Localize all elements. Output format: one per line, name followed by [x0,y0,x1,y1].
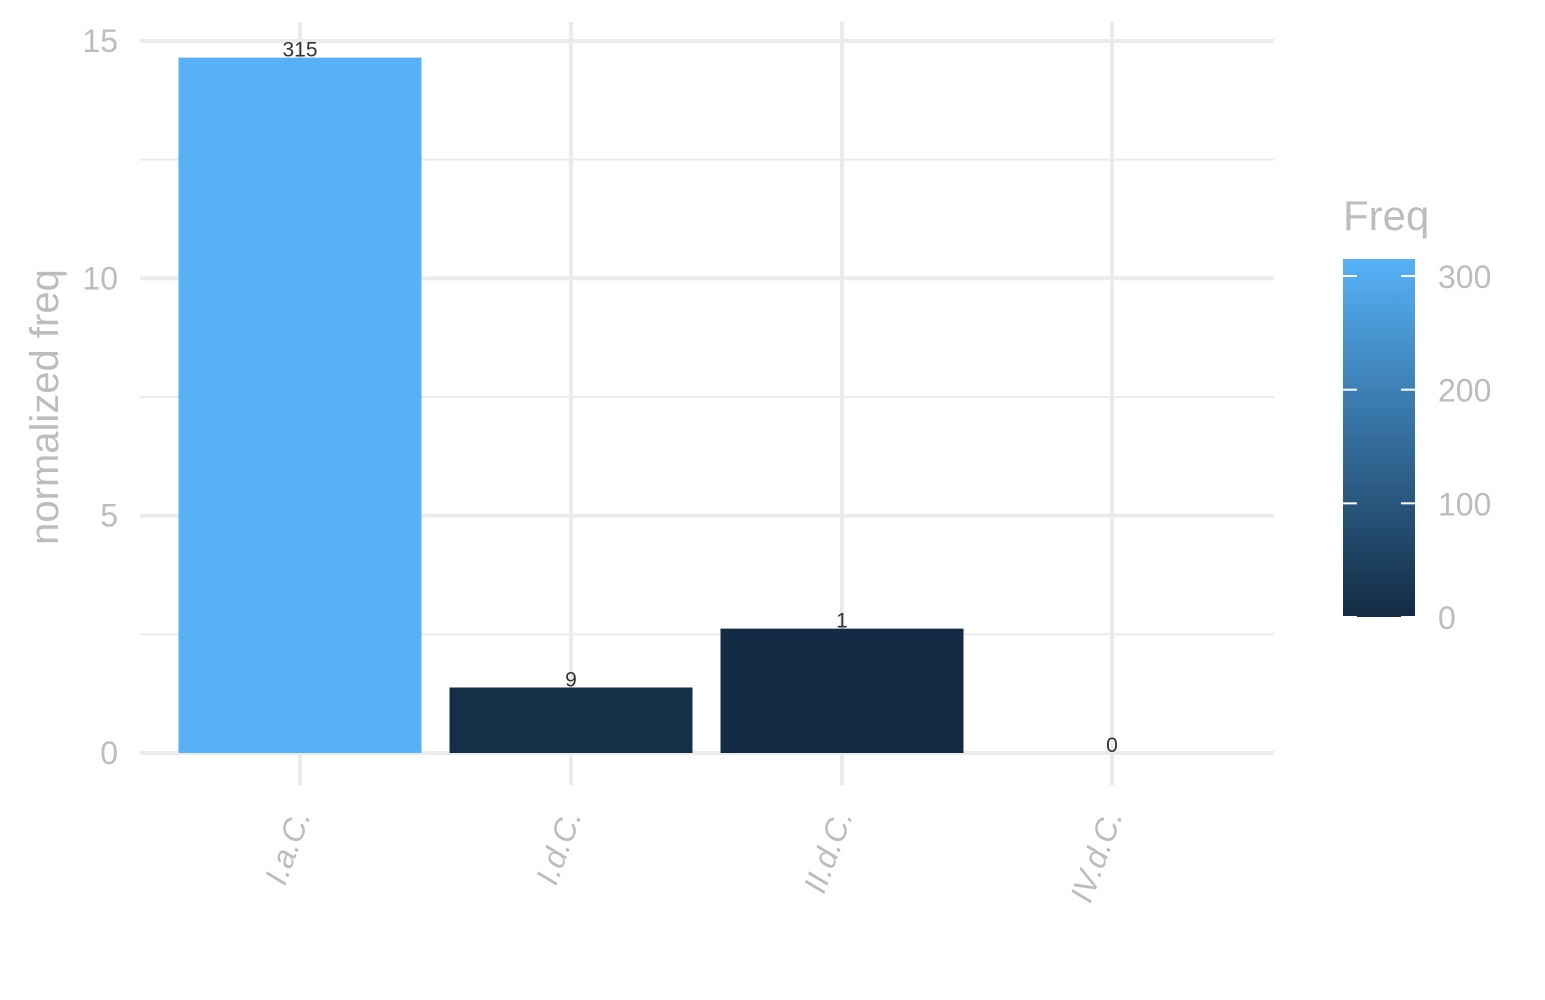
data-label: 1 [836,610,848,633]
x-tick-label: I.a.C. [258,805,318,889]
legend-tick-label: 200 [1438,373,1491,409]
y-axis-title: normalized freq [23,269,67,545]
legend-tick-label: 0 [1438,600,1456,636]
bar [720,628,964,753]
data-label: 9 [565,668,577,691]
x-tick-label: I.d.C. [529,805,589,889]
bars [178,57,964,753]
y-tick-label: 15 [82,23,118,59]
x-tick-label: II.d.C. [797,805,860,898]
legend: Freq 0 100 200 300 [1343,192,1491,636]
data-labels: 315 9 1 0 [282,39,1117,757]
x-tick-label: IV.d.C. [1063,805,1129,907]
y-tick-label: 0 [100,735,118,771]
data-label: 0 [1106,734,1118,757]
legend-tick-label: 300 [1438,259,1491,295]
data-label: 315 [282,39,317,62]
legend-tick-label: 100 [1438,486,1491,522]
y-tick-label: 5 [100,498,118,534]
x-axis: I.a.C. I.d.C. II.d.C. IV.d.C. [258,805,1130,907]
legend-ticks: 0 100 200 300 [1343,259,1491,636]
bar [449,687,693,753]
legend-colorbar [1343,259,1415,617]
legend-title: Freq [1343,192,1429,239]
y-axis: 0 5 10 15 [82,23,118,771]
y-tick-label: 10 [82,260,118,296]
bar [178,57,422,753]
